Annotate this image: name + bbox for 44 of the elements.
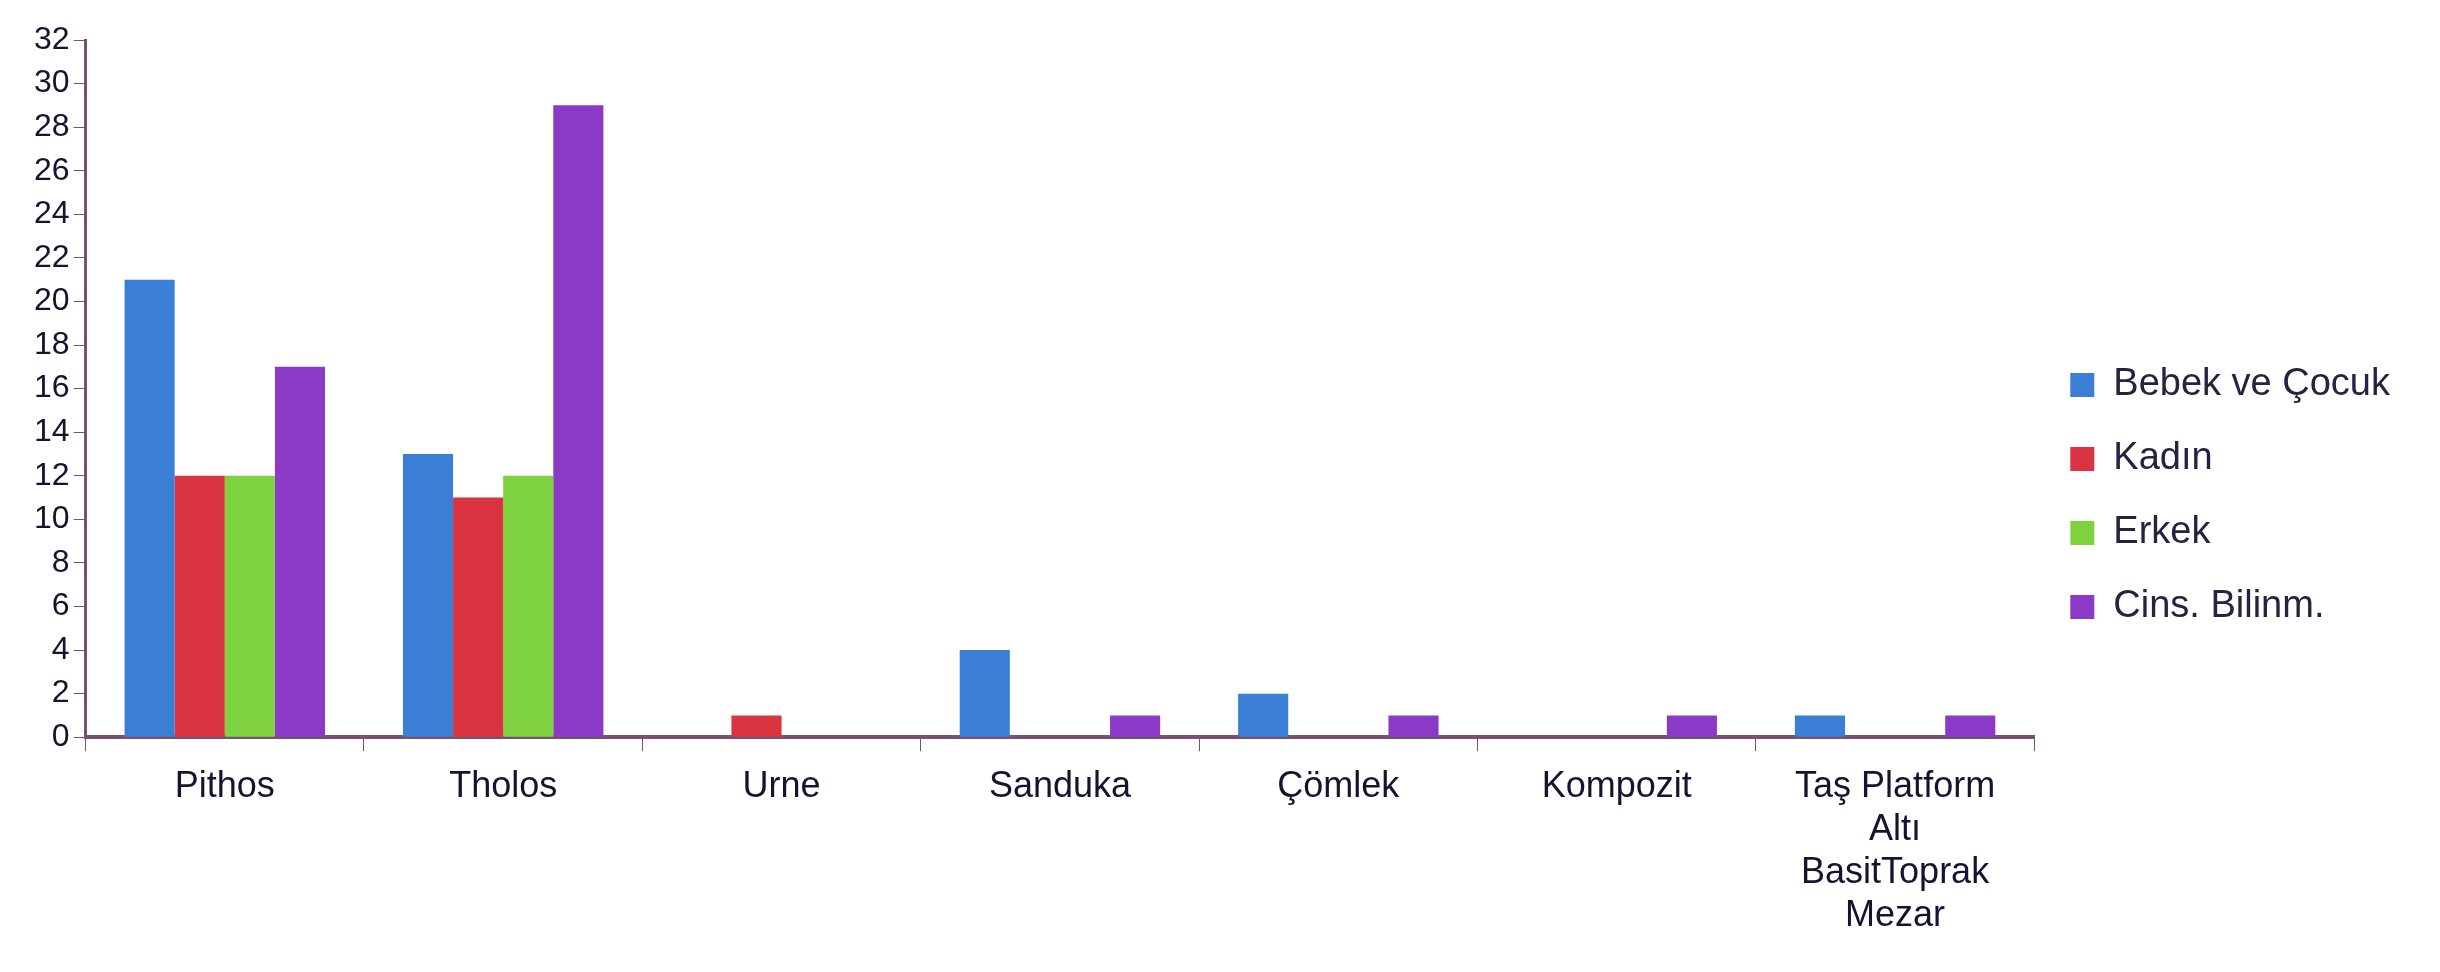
bar xyxy=(124,279,175,737)
y-tick-label: 4 xyxy=(51,629,70,666)
bar xyxy=(731,715,782,737)
bar xyxy=(453,497,504,737)
x-tick-label: Kompozit xyxy=(1541,763,1692,805)
bar xyxy=(959,650,1010,737)
bar xyxy=(402,453,454,737)
y-tick-label: 12 xyxy=(34,455,70,492)
bar xyxy=(274,366,326,737)
y-tick-label: 20 xyxy=(34,281,70,318)
y-tick-label: 2 xyxy=(51,673,70,710)
bar xyxy=(1388,715,1439,737)
bar xyxy=(1666,715,1717,737)
y-tick-label: 30 xyxy=(34,63,70,100)
y-tick-label: 18 xyxy=(34,324,70,361)
legend-label: Bebek ve Çocuk xyxy=(2113,361,2391,404)
y-tick-label: 8 xyxy=(51,542,70,579)
y-tick-label: 10 xyxy=(34,499,70,536)
y-tick-label: 0 xyxy=(51,717,70,754)
y-tick-label: 28 xyxy=(34,106,70,143)
y-tick-label: 22 xyxy=(34,237,70,274)
x-tick-label: Taş Platform Altı BasitToprak Mezar xyxy=(1795,763,1996,935)
y-tick-label: 14 xyxy=(34,412,70,448)
bar xyxy=(1945,715,1996,737)
bar xyxy=(224,475,275,737)
x-tick-label: Urne xyxy=(742,763,821,805)
x-tick-label: Sanduka xyxy=(988,763,1132,805)
x-tick-label: Pithos xyxy=(174,763,275,805)
legend-label: Erkek xyxy=(2113,509,2212,552)
x-tick-label: Tholos xyxy=(449,763,558,805)
y-tick-label: 26 xyxy=(34,150,70,187)
bar xyxy=(174,475,225,737)
y-tick-label: 32 xyxy=(34,19,70,56)
bar xyxy=(503,475,554,737)
y-tick-label: 16 xyxy=(34,368,70,405)
legend-label: Cins. Bilinm. xyxy=(2113,583,2325,626)
legend-label: Kadın xyxy=(2113,435,2213,478)
bar xyxy=(1794,715,1845,737)
y-tick-label: 24 xyxy=(34,194,70,231)
bar xyxy=(1238,693,1289,737)
y-tick-label: 6 xyxy=(51,586,70,623)
bar xyxy=(553,105,604,737)
bar xyxy=(1110,715,1161,737)
x-tick-label: Çömlek xyxy=(1277,763,1401,805)
